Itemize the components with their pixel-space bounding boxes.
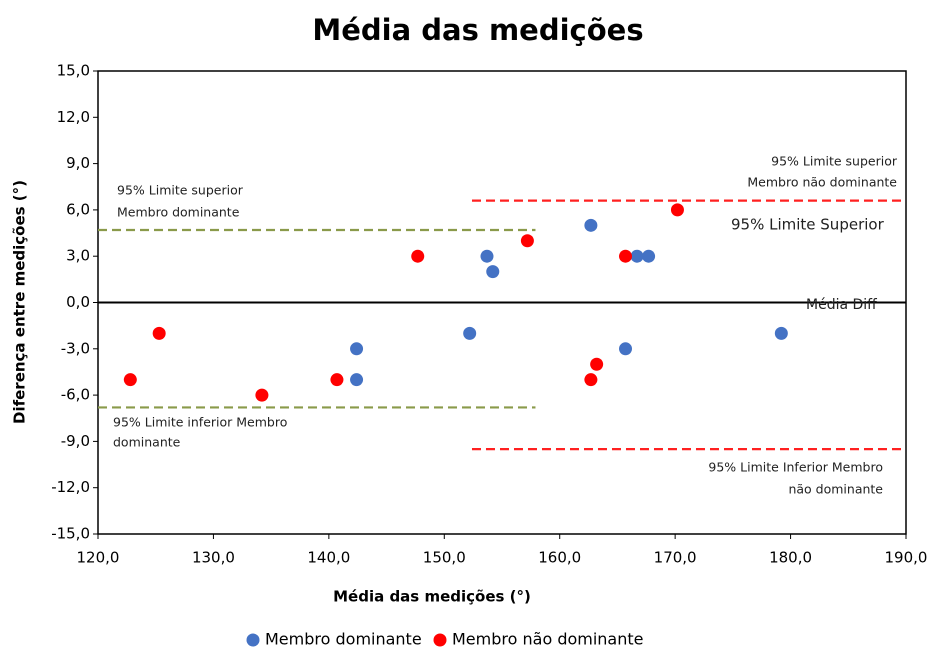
data-point bbox=[255, 388, 269, 402]
data-point bbox=[774, 326, 788, 340]
data-point bbox=[350, 373, 364, 387]
x-tick-label: 120,0 bbox=[77, 549, 120, 567]
y-tick-label: -6,0 bbox=[61, 386, 90, 404]
y-tick-label: 6,0 bbox=[66, 200, 90, 218]
x-tick-label: 130,0 bbox=[192, 549, 235, 567]
data-point bbox=[463, 326, 477, 340]
y-tick-label: 9,0 bbox=[66, 154, 90, 172]
y-axis-label: Diferença entre medições (°) bbox=[11, 180, 29, 424]
x-axis-label: Média das medições (°) bbox=[333, 588, 531, 606]
y-tick-label: -9,0 bbox=[61, 432, 90, 450]
data-point bbox=[350, 342, 364, 356]
annotation: dominante bbox=[113, 435, 181, 450]
data-point bbox=[670, 203, 684, 217]
y-tick-label: 15,0 bbox=[57, 62, 90, 80]
x-tick-label: 180,0 bbox=[769, 549, 812, 567]
annotation: 95% Limite inferior Membro bbox=[113, 415, 287, 430]
y-tick-label: -12,0 bbox=[51, 478, 90, 496]
legend-marker bbox=[246, 633, 260, 647]
legend-label: Membro dominante bbox=[265, 630, 422, 649]
data-point bbox=[619, 249, 633, 263]
annotation: não dominante bbox=[788, 482, 883, 497]
data-point bbox=[619, 342, 633, 356]
annotation: 95% Limite superior bbox=[117, 183, 244, 198]
data-point bbox=[152, 326, 166, 340]
legend-marker bbox=[433, 633, 447, 647]
data-point bbox=[123, 373, 137, 387]
data-point bbox=[630, 249, 644, 263]
y-tick-label: -15,0 bbox=[51, 525, 90, 543]
y-tick-label: 0,0 bbox=[66, 293, 90, 311]
y-tick-label: 12,0 bbox=[57, 108, 90, 126]
x-tick-label: 190,0 bbox=[885, 549, 928, 567]
data-point bbox=[486, 265, 500, 279]
annotation: 95% Limite Inferior Membro bbox=[708, 460, 883, 475]
y-tick-label: -3,0 bbox=[61, 339, 90, 357]
data-point bbox=[330, 373, 344, 387]
data-point bbox=[480, 249, 494, 263]
annotation: 95% Limite superior bbox=[771, 154, 898, 169]
annotation: Média Diff bbox=[806, 297, 877, 313]
data-point bbox=[590, 357, 604, 371]
data-point bbox=[411, 249, 425, 263]
annotation: Membro não dominante bbox=[747, 175, 897, 190]
annotation: Membro dominante bbox=[117, 205, 240, 220]
data-point bbox=[520, 234, 534, 248]
x-tick-label: 140,0 bbox=[307, 549, 350, 567]
chart-title: Média das medições bbox=[312, 13, 643, 47]
data-point bbox=[584, 373, 598, 387]
legend-label: Membro não dominante bbox=[452, 630, 644, 649]
y-tick-label: 3,0 bbox=[66, 247, 90, 265]
x-tick-label: 170,0 bbox=[654, 549, 697, 567]
x-tick-label: 150,0 bbox=[423, 549, 466, 567]
data-point bbox=[584, 218, 598, 232]
data-point bbox=[642, 249, 656, 263]
annotation: 95% Limite Superior bbox=[731, 216, 885, 234]
x-tick-label: 160,0 bbox=[538, 549, 581, 567]
